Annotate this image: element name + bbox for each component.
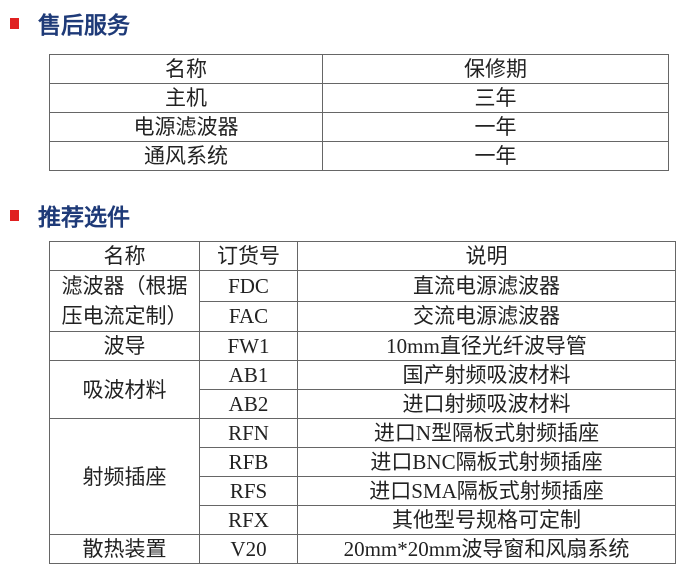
table-header-row: 名称 保修期 (49, 54, 669, 84)
order-no-cell: V20 (199, 534, 298, 564)
group-name-cell: 波导 (49, 331, 200, 361)
section-title-text: 售后服务 (38, 12, 130, 38)
table-row: 吸波材料 AB1 国产射频吸波材料 (49, 360, 676, 419)
group-name-cell: 吸波材料 (49, 360, 200, 419)
description-cell: 直流电源滤波器 (297, 270, 676, 302)
section-title-text: 推荐选件 (38, 204, 130, 230)
header-cell: 订货号 (199, 241, 298, 271)
table-row: 散热装置 V20 20mm*20mm波导窗和风扇系统 (49, 534, 676, 564)
table-row: 波导 FW1 10mm直径光纤波导管 (49, 331, 676, 361)
description-cell: 国产射频吸波材料 (297, 360, 676, 390)
bullet-square-icon (10, 17, 19, 29)
order-no-cell: FW1 (199, 331, 298, 361)
table-row: 滤波器（根据压电流定制） FDC 直流电源滤波器 (49, 270, 676, 332)
table-header-row: 名称 订货号 说明 (49, 241, 676, 271)
table-row: 主机 三年 (49, 83, 669, 113)
order-no-cell: RFN (199, 418, 298, 448)
cell-name: 通风系统 (49, 141, 323, 171)
table-row: 通风系统 一年 (49, 141, 669, 171)
section-title-after-sales: 售后服务 (10, 6, 130, 40)
order-no-cell: AB1 (199, 360, 298, 390)
description-cell: 其他型号规格可定制 (297, 505, 676, 535)
group-name-cell: 射频插座 (49, 418, 200, 535)
header-cell: 说明 (297, 241, 676, 271)
order-no-cell: RFX (199, 505, 298, 535)
header-cell: 名称 (49, 241, 200, 271)
table-row: RFB 进口BNC隔板式射频插座 (50, 447, 676, 477)
description-cell: 交流电源滤波器 (297, 300, 676, 332)
cell-warranty: 一年 (322, 141, 669, 171)
bullet-square-icon (10, 209, 19, 221)
table-row: FAC 交流电源滤波器 (50, 300, 676, 332)
cell-warranty: 三年 (322, 83, 669, 113)
cell-warranty: 一年 (322, 112, 669, 142)
order-no-cell: FAC (199, 300, 298, 332)
group-name-cell: 滤波器（根据压电流定制） (49, 270, 200, 332)
order-no-cell: FDC (199, 270, 298, 302)
header-cell: 保修期 (322, 54, 669, 84)
after-sales-table: 名称 保修期 主机 三年 电源滤波器 一年 通风系统 一年 (49, 54, 669, 171)
options-table: 名称 订货号 说明 滤波器（根据压电流定制） FDC 直流电源滤波器 FAC 交… (49, 241, 676, 564)
group-name-cell: 散热装置 (49, 534, 200, 564)
section-title-options: 推荐选件 (10, 198, 130, 232)
description-cell: 进口BNC隔板式射频插座 (297, 447, 676, 477)
description-cell: 进口SMA隔板式射频插座 (297, 476, 676, 506)
description-cell: 20mm*20mm波导窗和风扇系统 (297, 534, 676, 564)
header-cell: 名称 (49, 54, 323, 84)
description-cell: 10mm直径光纤波导管 (297, 331, 676, 361)
cell-name: 电源滤波器 (49, 112, 323, 142)
cell-name: 主机 (49, 83, 323, 113)
description-cell: 进口射频吸波材料 (297, 389, 676, 419)
description-cell: 进口N型隔板式射频插座 (297, 418, 676, 448)
table-row: AB2 进口射频吸波材料 (50, 389, 676, 419)
order-no-cell: AB2 (199, 389, 298, 419)
order-no-cell: RFS (199, 476, 298, 506)
table-row: 射频插座 RFN 进口N型隔板式射频插座 (49, 418, 676, 535)
order-no-cell: RFB (199, 447, 298, 477)
table-row: 电源滤波器 一年 (49, 112, 669, 142)
